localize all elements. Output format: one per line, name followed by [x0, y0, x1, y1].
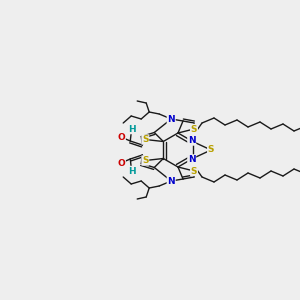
Text: N: N: [167, 176, 175, 185]
Text: O: O: [117, 133, 125, 142]
Text: N: N: [188, 136, 196, 145]
Text: S: S: [191, 167, 197, 176]
Text: N: N: [188, 155, 196, 164]
Text: H: H: [128, 124, 136, 134]
Text: N: N: [167, 115, 175, 124]
Text: S: S: [208, 146, 214, 154]
Text: S: S: [191, 124, 197, 134]
Text: H: H: [128, 167, 136, 176]
Text: S: S: [142, 156, 148, 165]
Text: S: S: [142, 135, 148, 144]
Text: O: O: [117, 158, 125, 167]
